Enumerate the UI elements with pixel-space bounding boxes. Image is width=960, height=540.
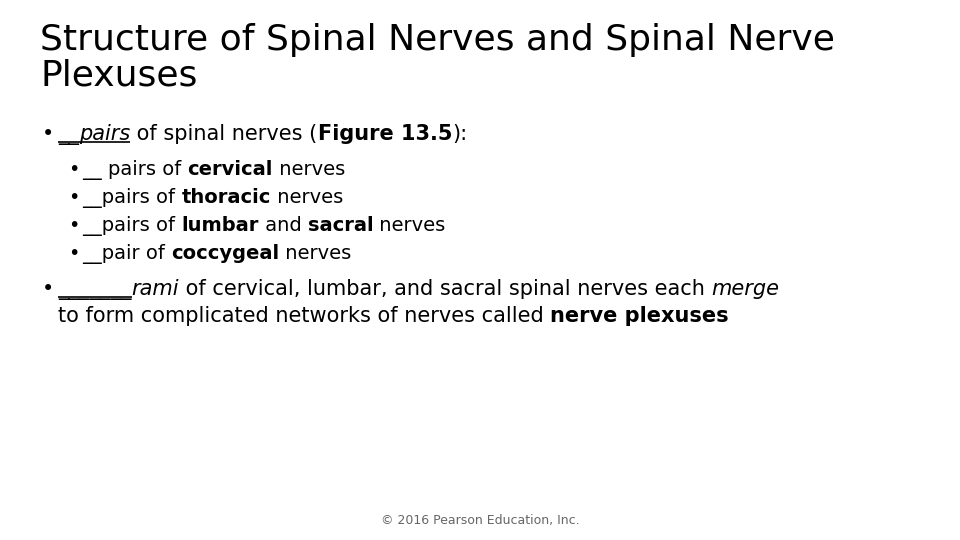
- Text: Figure 13.5: Figure 13.5: [318, 124, 452, 144]
- Text: __pair of: __pair of: [82, 244, 171, 264]
- Text: cervical: cervical: [187, 160, 273, 179]
- Text: __ pairs of: __ pairs of: [82, 160, 187, 180]
- Text: nerves: nerves: [279, 244, 351, 263]
- Text: rami: rami: [132, 279, 179, 299]
- Text: •: •: [42, 124, 55, 144]
- Text: __pairs of: __pairs of: [82, 188, 181, 208]
- Text: Structure of Spinal Nerves and Spinal Nerve: Structure of Spinal Nerves and Spinal Ne…: [40, 23, 835, 57]
- Text: nerves: nerves: [271, 188, 343, 207]
- Text: __: __: [58, 125, 79, 145]
- Text: nerves: nerves: [373, 216, 445, 235]
- Text: coccygeal: coccygeal: [171, 244, 279, 263]
- Text: •: •: [68, 216, 80, 235]
- Text: sacral: sacral: [307, 216, 373, 235]
- Text: thoracic: thoracic: [181, 188, 271, 207]
- Text: __pairs of: __pairs of: [82, 216, 181, 236]
- Text: of spinal nerves (: of spinal nerves (: [131, 124, 318, 144]
- Text: Plexuses: Plexuses: [40, 58, 198, 92]
- Text: pairs: pairs: [79, 124, 131, 144]
- Text: of cervical, lumbar, and sacral spinal nerves each: of cervical, lumbar, and sacral spinal n…: [179, 279, 711, 299]
- Text: and: and: [258, 216, 307, 235]
- Text: •: •: [42, 279, 55, 299]
- Text: lumbar: lumbar: [181, 216, 258, 235]
- Text: ):: ):: [452, 124, 468, 144]
- Text: merge: merge: [711, 279, 780, 299]
- Text: to form complicated networks of nerves called: to form complicated networks of nerves c…: [58, 306, 550, 326]
- Text: •: •: [68, 244, 80, 263]
- Text: nerve plexuses: nerve plexuses: [550, 306, 729, 326]
- Text: nerves: nerves: [273, 160, 346, 179]
- Text: •: •: [68, 160, 80, 179]
- Text: © 2016 Pearson Education, Inc.: © 2016 Pearson Education, Inc.: [381, 514, 579, 527]
- Text: _______: _______: [58, 280, 132, 300]
- Text: •: •: [68, 188, 80, 207]
